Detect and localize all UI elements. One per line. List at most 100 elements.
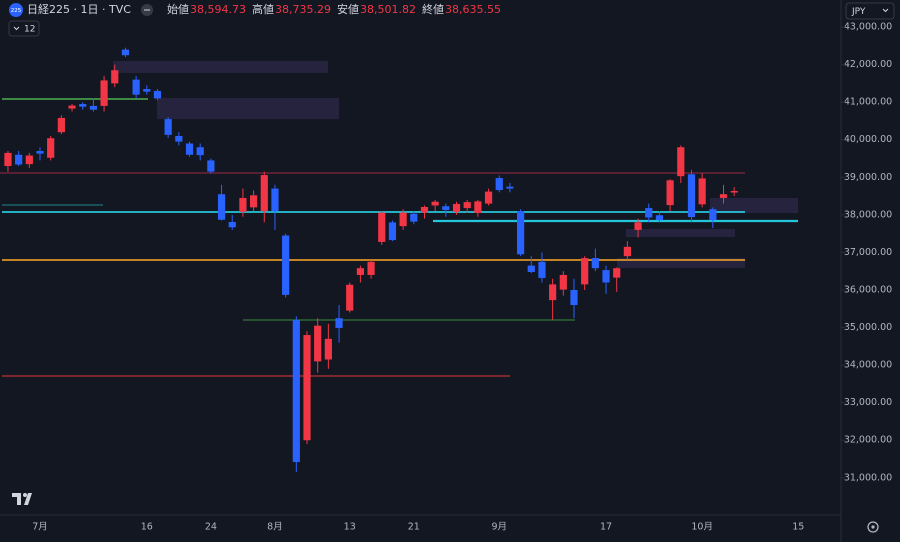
zone [157,98,339,119]
y-tick-label: 35,000.00 [844,322,892,333]
candle-body [175,135,183,142]
candle-body [719,194,728,198]
candle-body [303,335,311,441]
candle-body [634,222,642,230]
field-label: 高値 [252,2,274,16]
candle-body [420,206,429,213]
settings-button[interactable] [867,521,879,533]
y-tick-label: 41,000.00 [844,97,892,108]
x-tick-label: 8月 [267,522,283,533]
candle-body [68,105,76,109]
field-label: 終値 [422,2,444,16]
candle-body [324,338,332,360]
candle-body [207,160,215,172]
zone [617,258,745,268]
candle-body [15,154,23,165]
drawings [0,61,798,377]
candle-body [570,289,578,306]
candle-body [25,155,33,165]
candle-body [452,203,461,212]
candle-body [698,178,706,205]
candle-body [79,104,87,107]
y-tick-label: 33,000.00 [844,397,892,408]
y-tick-label: 31,000.00 [844,472,892,483]
candle-body [239,197,247,212]
chevron [13,26,20,31]
candle-body [388,222,397,241]
candle-body [100,80,108,106]
candle-body [196,147,204,156]
candle-body [399,212,407,227]
candle-body [335,318,343,328]
field-value: 38,594.73 [190,3,246,16]
candle-body [527,265,535,272]
candle-body [250,195,258,208]
zone [710,198,798,213]
candle-body [185,143,194,155]
x-tick-label: 13 [344,522,356,533]
candle-body [260,175,268,212]
candle-body [132,79,140,95]
candle-body [538,261,546,278]
y-tick-label: 37,000.00 [844,247,892,258]
candle-body [581,258,589,285]
candle-body [730,190,738,193]
candle-body [346,284,354,311]
zone [626,229,735,237]
candle-body [164,119,172,135]
logo-dot [23,493,27,497]
candle-body [517,211,525,255]
candle-body [356,268,364,275]
x-tick-label: 16 [141,522,153,533]
field-value: 38,735.29 [275,3,331,16]
y-tick-label: 34,000.00 [844,360,892,371]
candle-body [228,222,236,228]
candle-body [367,261,375,275]
candle-body [506,186,514,189]
candle-body [463,202,471,209]
x-tick-label: 7月 [32,522,48,533]
candle-body [591,258,599,269]
y-tick-label: 38,000.00 [844,209,892,220]
currency-box[interactable] [845,2,895,20]
settings-dot [871,525,875,529]
ohlc-legend: 始値 38,594.73 高値 38,735.29 安値 38,501.82 終値 38,63… [167,2,501,16]
candle-body [89,105,97,110]
indicators-toggle[interactable] [8,20,40,37]
candle-body [4,152,12,167]
candle-body [57,117,65,133]
y-tick-label: 39,000.00 [844,172,892,183]
x-tick-label: 10月 [691,522,713,533]
candle-body [442,206,450,210]
candle-body [613,268,621,278]
zone [113,61,328,73]
candle-body [602,270,610,283]
indicator-count: 12 [24,25,35,35]
x-tick-label: 24 [205,522,217,533]
tv-logo [12,493,32,505]
chevron [882,8,889,13]
candle-body [431,201,439,206]
candle-body [111,70,119,84]
symbol-badge [9,3,23,17]
header: 225 日経225 · 1日 · TVC 始値 38,594.73 高値 38,735… [8,2,895,37]
field-label: 安値 [337,2,359,16]
candle-body [549,284,557,301]
candle-body [143,89,151,92]
candles [4,47,738,473]
candle-body [484,191,493,204]
candle-body [153,90,162,99]
badge-text: 225 [11,8,22,14]
x-tick-label: 21 [408,522,420,533]
field-value: 38,635.55 [445,3,501,16]
candle-body [121,49,130,56]
y-tick-label: 40,000.00 [844,134,892,145]
candle-body [655,215,664,221]
candle-body [495,178,503,191]
candle-body [378,212,386,242]
candle-body [47,138,55,158]
candle-body [271,188,279,212]
candle-body [677,147,685,177]
candle-body [709,209,717,221]
